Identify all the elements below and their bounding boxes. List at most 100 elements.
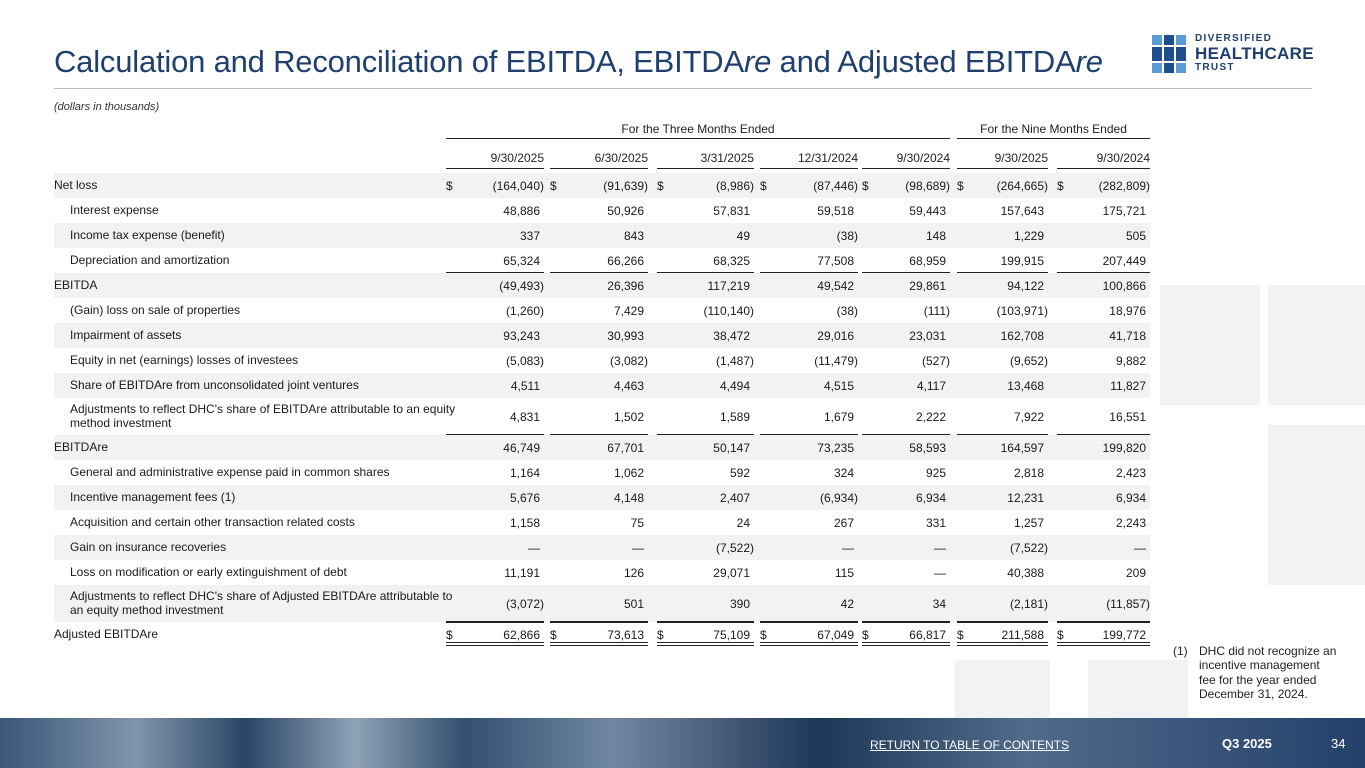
subtotal-underline (862, 272, 950, 274)
value-cell: 50,147 (713, 440, 750, 455)
value-cell: 505 (1125, 228, 1146, 243)
value-cell: 211,588 (1001, 627, 1045, 642)
value-cell: 4,463 (613, 378, 644, 393)
table-row: Share of EBITDAre from unconsolidated jo… (54, 373, 1150, 398)
row-label: Income tax expense (benefit) (70, 227, 225, 242)
row-label: Loss on modification or early extinguish… (70, 564, 347, 579)
value-cell: 65,324 (503, 253, 540, 268)
total-double-underline (862, 645, 950, 646)
value-cell: (11,857) (1106, 596, 1150, 611)
value-cell: 57,831 (713, 203, 750, 218)
subtotal-underline (657, 434, 754, 436)
footer-banner (0, 718, 1365, 768)
background-decoration (1160, 285, 1260, 405)
value-cell: 162,708 (1000, 328, 1044, 343)
background-decoration (1268, 285, 1365, 405)
subtotal-underline (957, 621, 1048, 623)
value-cell: 2,243 (1115, 515, 1146, 530)
column-header: 12/31/2024 (797, 151, 858, 165)
value-cell: (6,934) (819, 490, 858, 505)
value-cell: (11,479) (814, 353, 858, 368)
return-to-toc-link[interactable]: RETURN TO TABLE OF CONTENTS (870, 738, 1070, 752)
value-cell: (2,181) (1009, 596, 1048, 611)
value-cell: 1,679 (823, 409, 854, 424)
table-row: Adjusted EBITDAre $62,866 $73,613 $75,109 $6… (54, 622, 1150, 647)
table-row: Loss on modification or early extinguish… (54, 560, 1150, 585)
table-row: Depreciation and amortization 65,324 66,26… (54, 248, 1150, 273)
value-cell: 48,886 (503, 203, 540, 218)
subtotal-underline (550, 272, 648, 274)
subtotal-underline (550, 434, 648, 436)
subtotal-underline (957, 272, 1048, 274)
value-cell: 267 (833, 515, 854, 530)
value-cell: 18,976 (1109, 303, 1146, 318)
value-cell: 66,817 (909, 627, 946, 642)
value-cell: 4,117 (916, 378, 946, 393)
value-cell: 41,718 (1109, 328, 1146, 343)
value-cell: 67,701 (607, 440, 644, 455)
value-cell: 11,191 (504, 565, 540, 580)
dollar-sign: $ (760, 178, 767, 193)
value-cell: 4,515 (823, 378, 854, 393)
quarter-label: Q3 2025 (1222, 736, 1272, 751)
value-cell: 73,613 (607, 627, 644, 642)
value-cell: 2,407 (719, 490, 750, 505)
value-cell: (49,493) (499, 278, 544, 293)
dollar-sign: $ (1057, 178, 1064, 193)
value-cell: (38) (836, 228, 858, 243)
row-label: Impairment of assets (70, 327, 182, 342)
value-cell: 157,643 (1000, 203, 1044, 218)
dollar-sign: $ (957, 178, 964, 193)
row-label: Interest expense (70, 202, 159, 217)
value-cell: 11,827 (1110, 378, 1146, 393)
table-row: Equity in net (earnings) losses of inves… (54, 348, 1150, 373)
value-cell: (8,986) (715, 178, 754, 193)
value-cell: 100,866 (1102, 278, 1146, 293)
value-cell: 199,820 (1102, 440, 1146, 455)
value-cell: 49,542 (817, 278, 854, 293)
value-cell: (1,260) (505, 303, 544, 318)
value-cell: 1,502 (613, 409, 644, 424)
value-cell: (91,639) (603, 178, 648, 193)
subtotal-underline (446, 621, 544, 623)
subtotal-underline (760, 434, 858, 436)
row-label: Gain on insurance recoveries (70, 539, 227, 554)
table-row: (Gain) loss on sale of properties (1,260)… (54, 298, 1150, 323)
value-cell: 34 (932, 596, 946, 611)
column-header-underline (1057, 168, 1150, 169)
value-cell: 199,772 (1102, 627, 1146, 642)
value-cell: 592 (729, 465, 750, 480)
value-cell: 67,049 (817, 627, 854, 642)
subtotal-underline (760, 621, 858, 623)
column-header-underline (957, 168, 1048, 169)
subtitle: (dollars in thousands) (54, 101, 160, 113)
subtotal-underline (1057, 621, 1150, 623)
value-cell: (527) (921, 353, 950, 368)
subtotal-underline (1057, 272, 1150, 274)
subtotal-underline (446, 272, 544, 274)
value-cell: 6,934 (1115, 490, 1146, 505)
subtotal-underline (862, 434, 950, 436)
table-row: Gain on insurance recoveries — — (7,522) — — (… (54, 535, 1150, 560)
row-label: Incentive management fees (1) (70, 489, 236, 504)
value-cell: — (934, 565, 946, 580)
value-cell: 209 (1125, 565, 1146, 580)
value-cell: 75,109 (713, 627, 750, 642)
value-cell: 331 (925, 515, 946, 530)
value-cell: 1,062 (613, 465, 644, 480)
dollar-sign: $ (1057, 627, 1064, 642)
value-cell: 59,443 (909, 203, 946, 218)
value-cell: (264,665) (996, 178, 1048, 193)
column-header: 9/30/2024 (1096, 151, 1150, 165)
value-cell: 62,866 (503, 627, 540, 642)
value-cell: (7,522) (1009, 540, 1048, 555)
value-cell: — (632, 540, 644, 555)
value-cell: 4,494 (719, 378, 750, 393)
row-label: Adjustments to reflect DHC's share of Ad… (70, 589, 453, 617)
value-cell: 2,818 (1013, 465, 1044, 480)
background-decoration (1088, 660, 1188, 718)
background-decoration (1268, 425, 1365, 585)
value-cell: (103,971) (996, 303, 1048, 318)
dollar-sign: $ (862, 178, 869, 193)
dollar-sign: $ (657, 178, 664, 193)
